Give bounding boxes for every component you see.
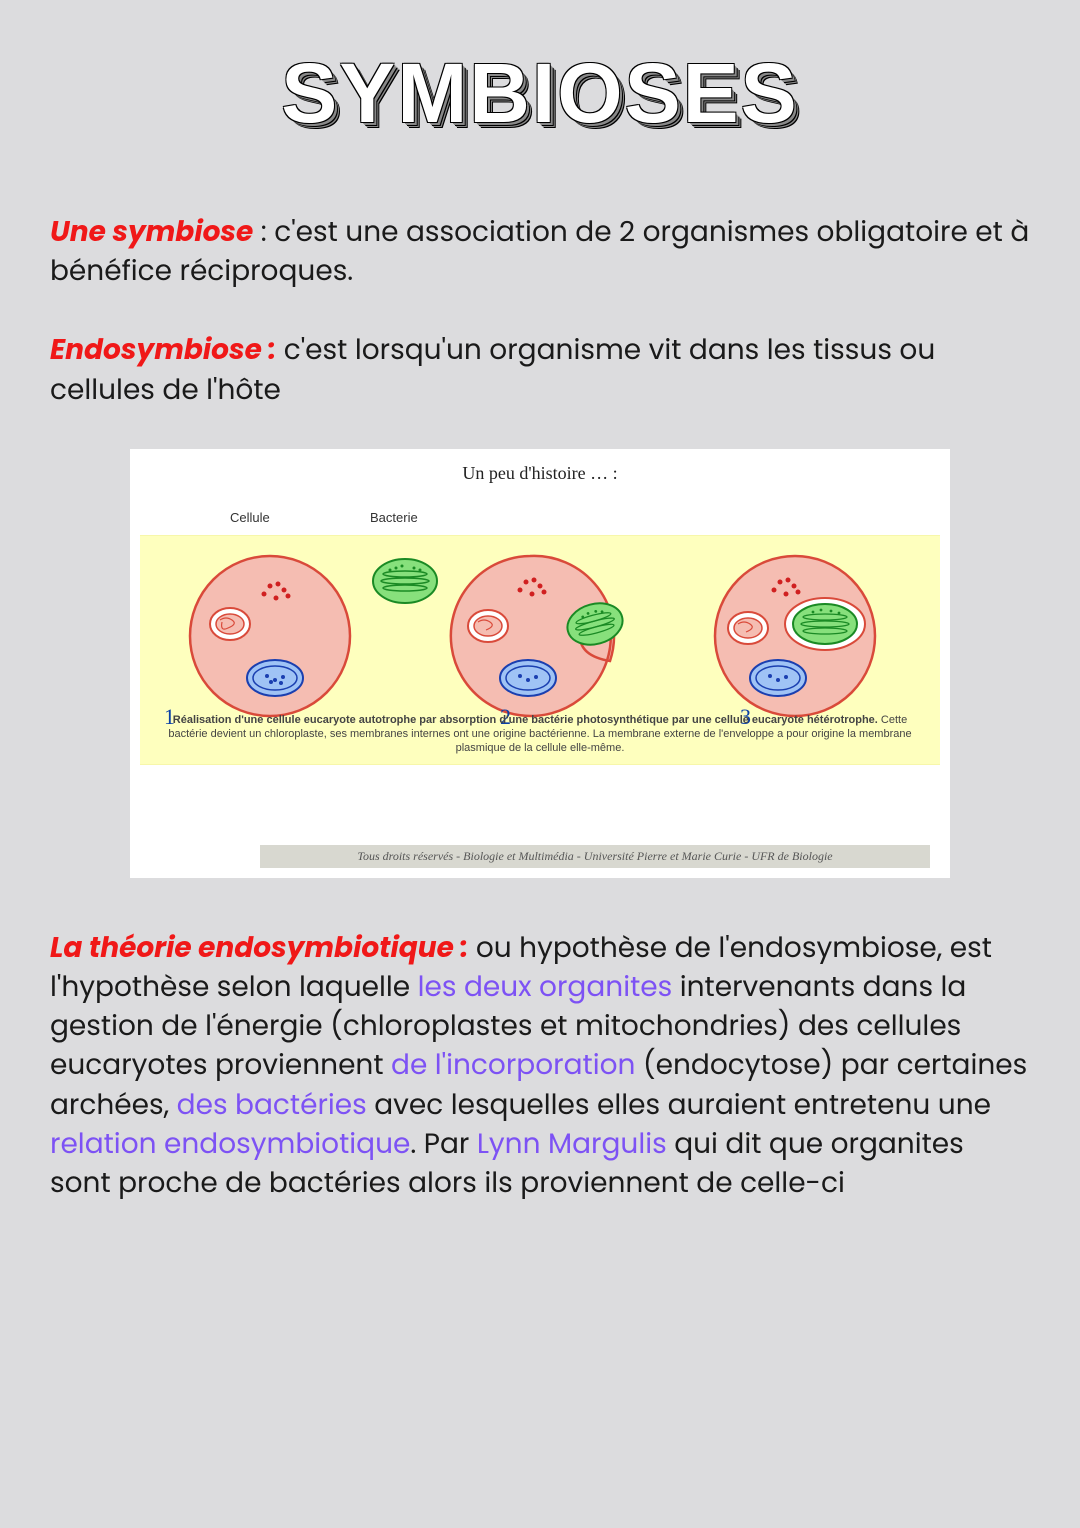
diagram-copyright: Tous droits réservés - Biologie et Multi… <box>260 845 930 868</box>
bacterium-icon <box>370 556 440 606</box>
diagram-caption: Réalisation d'une cellule eucaryote auto… <box>140 703 940 760</box>
sep: : <box>253 212 274 251</box>
term-symbiose: Une symbiose <box>50 212 253 251</box>
caption-bold: Réalisation d'une cellule eucaryote auto… <box>173 714 878 726</box>
term-endosymbiose: Endosymbiose : <box>50 330 276 369</box>
diagram-title: Un peu d'histoire … : <box>140 463 940 484</box>
diagram-canvas: 1 2 3 Réalisation d'une cellule eucaryot… <box>140 535 940 765</box>
p4: relation endosymbiotique <box>50 1124 410 1163</box>
label-cellule: Cellule <box>230 510 330 525</box>
p2: de l'incorporation <box>391 1045 635 1084</box>
cell-stage-1-icon <box>180 546 360 726</box>
p5: Lynn Margulis <box>477 1124 667 1163</box>
p3: des bactéries <box>177 1085 367 1124</box>
sep2 <box>276 330 283 369</box>
diagram-labels: Cellule Bacterie <box>140 510 940 525</box>
definition-theorie: La théorie endosymbiotique : ou hypothès… <box>50 928 1030 1202</box>
p1: les deux organites <box>418 967 673 1006</box>
cell-stage-2-icon <box>440 546 660 726</box>
cell-stage-3-icon <box>700 546 900 726</box>
definition-endosymbiose: Endosymbiose : c'est lorsqu'un organisme… <box>50 330 1030 408</box>
endosymbiosis-diagram: Un peu d'histoire … : Cellule Bacterie <box>130 449 950 878</box>
t4: avec lesquelles elles auraient entretenu… <box>367 1085 991 1124</box>
term-theorie: La théorie endosymbiotique : <box>50 928 468 967</box>
t5: . Par <box>410 1124 476 1163</box>
page-title: SYMBIOSES <box>50 45 1030 142</box>
label-bacterie: Bacterie <box>370 510 418 525</box>
definition-symbiose: Une symbiose : c'est une association de … <box>50 212 1030 290</box>
